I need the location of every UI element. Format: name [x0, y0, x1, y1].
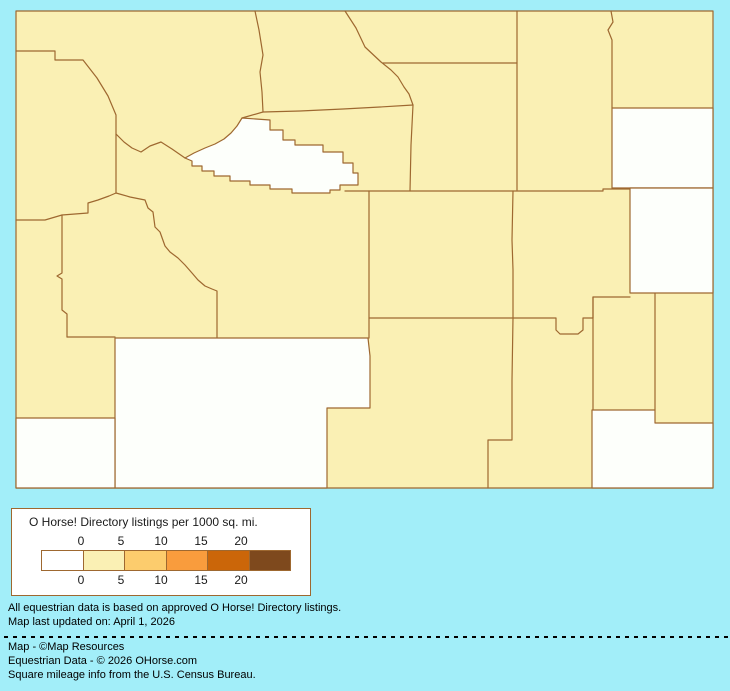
data-disclaimer: All equestrian data is based on approved… — [8, 602, 342, 614]
last-updated: Map last updated on: April 1, 2026 — [8, 616, 175, 628]
legend-tick-label: 0 — [77, 534, 85, 548]
legend-tick-label: 20 — [234, 573, 248, 587]
legend-tick-label: 15 — [194, 534, 208, 548]
zero-listing-counties — [15, 107, 714, 489]
lincoln-sublette-border — [56, 214, 68, 338]
legend-tick-label: 10 — [154, 573, 168, 587]
wyoming-county-map — [15, 10, 714, 489]
county-niobrara[interactable] — [629, 187, 714, 294]
legend-tick-label: 20 — [234, 534, 248, 548]
legend-tick-label: 15 — [194, 573, 208, 587]
fremont-sublette-border — [115, 192, 218, 339]
bighorn-washakie-border — [262, 104, 414, 113]
legend-ticks-bottom: 0 5 10 15 20 — [12, 573, 310, 587]
legend-title: O Horse! Directory listings per 1000 sq.… — [29, 515, 258, 529]
park-fremont-border — [115, 133, 186, 159]
dashed-divider — [4, 636, 728, 638]
census-credit: Square mileage info from the U.S. Census… — [8, 669, 256, 681]
legend-color-bar — [41, 550, 291, 571]
albany-carbon-border — [487, 317, 514, 489]
legend-swatch-5 — [248, 551, 290, 570]
legend-swatch-3 — [165, 551, 207, 570]
legend-tick-label: 0 — [77, 573, 85, 587]
natrona-converse-north-border — [344, 188, 631, 192]
legend-ticks-top: 0 5 10 15 20 — [12, 534, 310, 548]
county-laramie[interactable] — [591, 409, 714, 489]
legend-swatch-1 — [82, 551, 124, 570]
legend-tick-label: 10 — [154, 534, 168, 548]
legend-tick-label: 5 — [117, 573, 125, 587]
legend-tick-label: 5 — [117, 534, 125, 548]
yellowstone-park-teton-border — [15, 50, 117, 194]
county-hot-springs[interactable] — [184, 117, 359, 194]
data-credit: Equestrian Data - © 2026 OHorse.com — [8, 655, 198, 667]
county-uinta[interactable] — [15, 417, 116, 489]
county-weston[interactable] — [611, 107, 714, 189]
legend-swatch-0 — [42, 551, 83, 570]
natrona-converse-border — [511, 190, 514, 319]
legend-box: O Horse! Directory listings per 1000 sq.… — [11, 508, 311, 596]
legend-swatch-2 — [124, 551, 166, 570]
county-borders — [15, 10, 656, 489]
bighorn-sheridan-johnson-border — [344, 10, 414, 192]
county-sweetwater[interactable] — [114, 337, 371, 489]
legend-swatch-4 — [207, 551, 249, 570]
teton-south-border — [15, 192, 117, 221]
map-credit: Map - ©Map Resources — [8, 641, 125, 653]
campbell-crook-border — [607, 10, 614, 109]
